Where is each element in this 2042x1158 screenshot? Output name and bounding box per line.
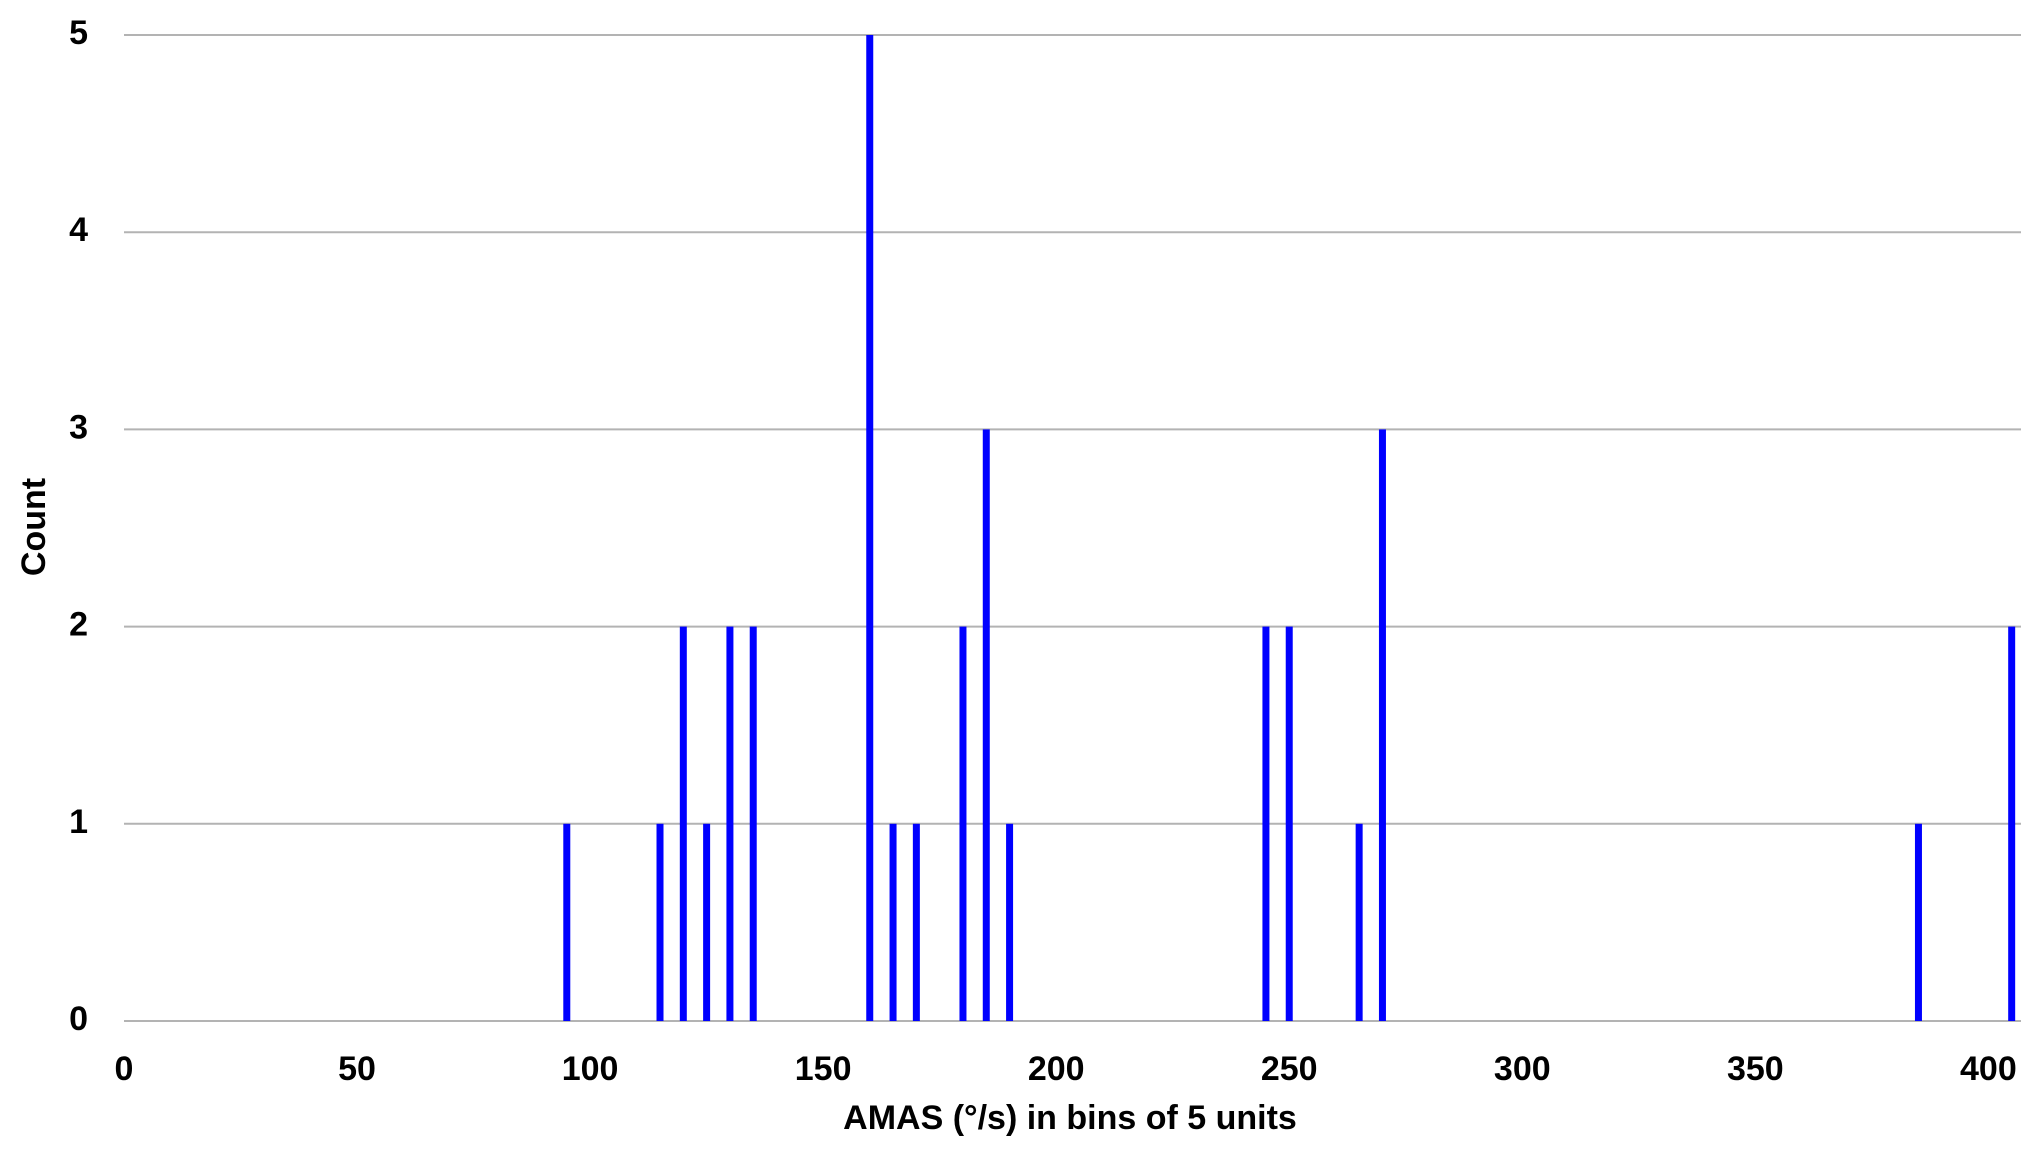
bar [1006, 823, 1014, 1021]
x-tick-label: 0 [115, 1050, 134, 1088]
bar [982, 429, 990, 1021]
bar [1285, 626, 1293, 1021]
bar [959, 626, 967, 1021]
bar [703, 823, 711, 1021]
x-tick-label: 300 [1494, 1050, 1551, 1088]
x-tick-label: 50 [338, 1050, 376, 1088]
bar [726, 626, 734, 1021]
y-tick-label: 3 [69, 408, 88, 446]
bar [912, 823, 920, 1021]
bar [2008, 626, 2016, 1021]
bar [749, 626, 757, 1021]
bar [866, 35, 874, 1021]
bar [563, 823, 571, 1021]
y-tick-label: 1 [69, 803, 88, 841]
y-tick-label: 0 [69, 1000, 88, 1038]
x-tick-label: 150 [795, 1050, 852, 1088]
y-axis-label: Count [15, 478, 53, 576]
bar [679, 626, 687, 1021]
x-tick-label: 400 [1960, 1050, 2017, 1088]
x-tick-label: 200 [1028, 1050, 1085, 1088]
y-tick-label: 5 [69, 14, 88, 52]
x-tick-label: 350 [1727, 1050, 1784, 1088]
y-tick-label: 2 [69, 606, 88, 644]
bar [889, 823, 897, 1021]
x-tick-label: 100 [562, 1050, 619, 1088]
bar [1378, 429, 1386, 1021]
bar [656, 823, 664, 1021]
bar [1262, 626, 1270, 1021]
bar [1914, 823, 1922, 1021]
bar [1355, 823, 1363, 1021]
x-tick-label: 250 [1261, 1050, 1318, 1088]
x-axis-label: AMAS (°/s) in bins of 5 units [843, 1099, 1297, 1137]
y-tick-label: 4 [69, 211, 88, 249]
